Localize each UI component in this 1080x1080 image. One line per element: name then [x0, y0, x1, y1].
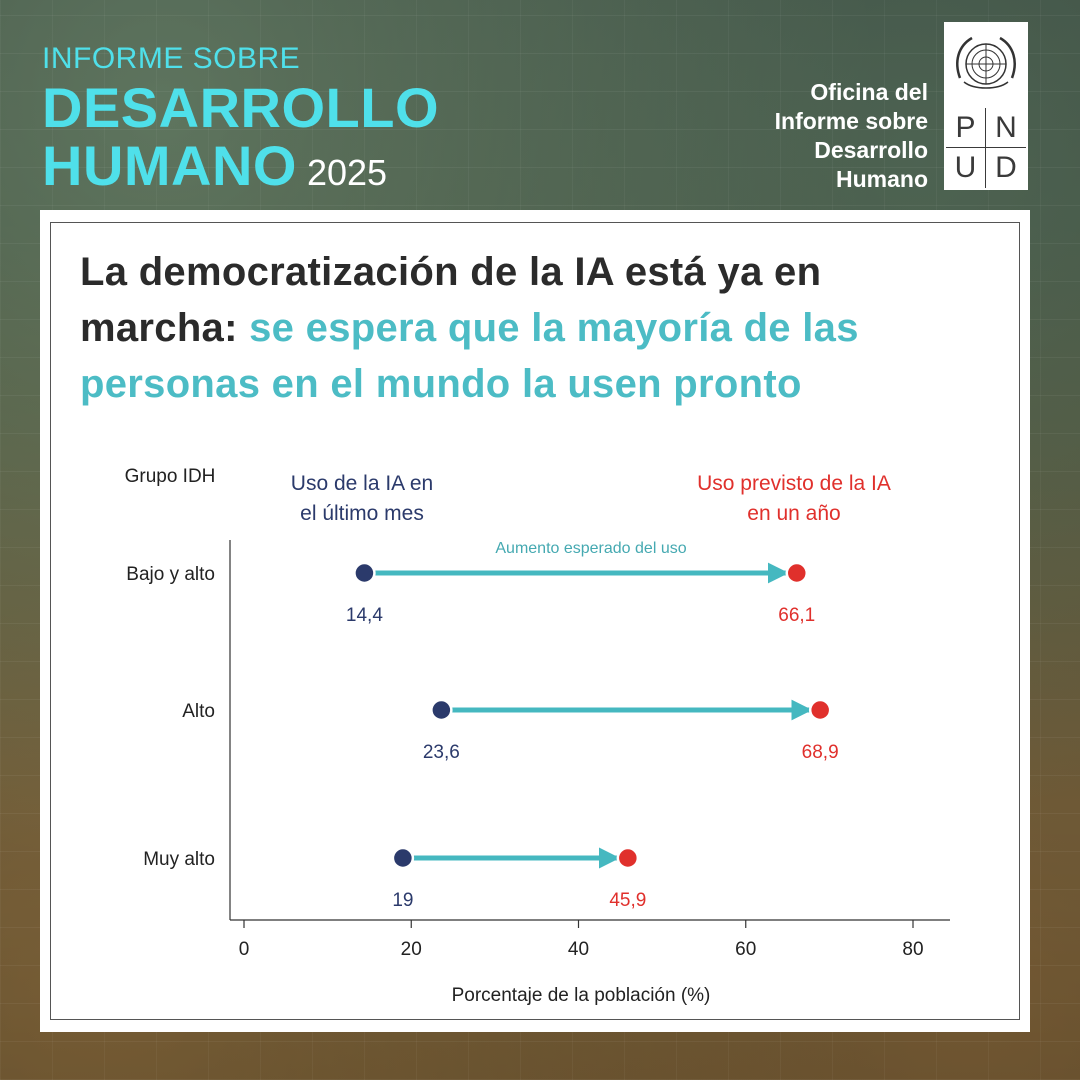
legend-current-line-1: Uso de la IA en	[291, 472, 433, 495]
x-tick-label: 80	[902, 939, 923, 960]
undp-letter-u: U	[946, 148, 986, 188]
brand-year: 2025	[306, 152, 388, 193]
legend-current-line-2: el último mes	[300, 502, 424, 525]
undp-logo: P N U D	[944, 22, 1028, 190]
arrow-annotation: Aumento esperado del uso	[495, 540, 686, 557]
office-name: Oficina del Informe sobre Desarrollo Hum…	[708, 78, 928, 194]
current-use-point	[430, 698, 453, 722]
office-line-1: Oficina del	[810, 79, 928, 105]
office-line-2: Informe sobre	[774, 108, 928, 134]
current-use-point	[353, 561, 376, 585]
category-label: Muy alto	[143, 849, 215, 870]
current-use-point	[391, 846, 415, 870]
office-line-3: Desarrollo	[814, 137, 928, 163]
current-use-value-label: 19	[392, 890, 413, 911]
category-label: Bajo y alto	[126, 564, 215, 585]
office-line-4: Humano	[836, 166, 928, 192]
chart-card: La democratización de la IA está ya en m…	[40, 210, 1030, 1032]
dumbbell-chart: Grupo IDH Uso de la IA en el último mes …	[125, 466, 950, 1006]
category-row: Muy alto 19 45,9	[143, 846, 646, 911]
undp-letter-d: D	[995, 151, 1017, 184]
expected-use-point	[808, 698, 832, 722]
undp-letter-n: N	[986, 108, 1026, 148]
expected-use-point	[616, 846, 640, 870]
x-axis-title: Porcentaje de la población (%)	[452, 985, 711, 1006]
legend-expected-line-2: en un año	[747, 502, 840, 525]
expected-use-value-label: 45,9	[609, 890, 646, 911]
expected-use-value-label: 66,1	[778, 605, 815, 626]
x-tick-label: 40	[568, 939, 589, 960]
x-tick-label: 60	[735, 939, 756, 960]
x-tick-label: 0	[239, 939, 250, 960]
category-label: Alto	[182, 701, 215, 722]
x-tick-label: 20	[401, 939, 422, 960]
group-header: Grupo IDH	[125, 466, 216, 487]
undp-letter-p: P	[946, 108, 986, 148]
card-border	[50, 222, 1020, 1020]
un-emblem-icon	[956, 36, 1016, 89]
current-use-value-label: 14,4	[346, 605, 383, 626]
headline: La democratización de la IA está ya en m…	[80, 244, 980, 412]
current-use-value-label: 23,6	[423, 742, 460, 763]
legend-expected-line-1: Uso previsto de la IA	[697, 472, 891, 495]
category-row: Alto 23,6 68,9	[182, 698, 839, 763]
expected-use-value-label: 68,9	[802, 742, 839, 763]
brand-line-3: HUMANO	[42, 134, 297, 197]
report-brand: INFORME SOBRE DESARROLLO HUMANO 2025	[42, 44, 439, 194]
headline-part-1: La democratización de la IA está ya en m…	[80, 250, 822, 350]
expected-use-point	[785, 561, 809, 585]
headline-part-2: se espera que la mayoría de las personas…	[80, 306, 859, 406]
brand-line-1: INFORME SOBRE	[42, 42, 301, 75]
category-row: Bajo y alto 14,4 66,1	[126, 561, 815, 626]
brand-line-2: DESARROLLO	[42, 76, 439, 139]
